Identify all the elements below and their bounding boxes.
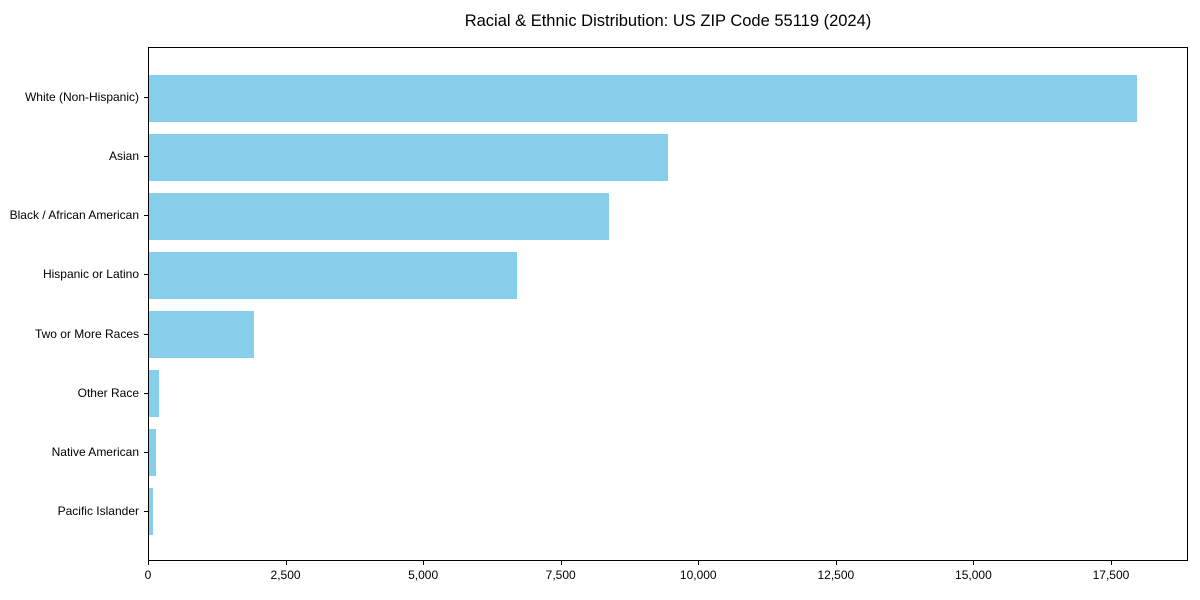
x-axis-tick-label: 15,000 [955,568,992,582]
y-axis-label: Native American [51,444,139,459]
y-tick-mark [144,392,148,394]
bar [149,310,255,359]
y-tick-mark [144,274,148,276]
bar [149,133,668,181]
bar [149,488,154,536]
y-tick-mark [144,156,148,158]
y-axis-label: Black / African American [9,208,139,223]
x-tick-mark [973,561,975,565]
x-axis-tick-label: 0 [144,568,152,582]
x-axis-tick-label: 7,500 [545,568,576,582]
y-axis-label: Two or More Races [34,326,139,341]
plot-area [148,47,1188,561]
x-axis-tick-label: 12,500 [817,568,855,582]
y-tick-mark [144,215,148,217]
y-axis-label: Pacific Islander [57,503,139,518]
y-tick-mark [144,510,148,512]
x-tick-mark [285,561,287,565]
bar [149,192,610,240]
y-tick-mark [144,451,148,453]
y-axis-label: Hispanic or Latino [42,267,139,282]
x-axis-tick-label: 2,500 [270,568,301,582]
y-axis-label: White (Non-Hispanic) [24,90,139,105]
x-tick-mark [1110,561,1112,565]
y-tick-mark [144,97,148,99]
bar [149,74,1137,122]
bar [149,251,518,300]
x-tick-mark [698,561,700,565]
bar [149,369,159,418]
x-tick-mark [423,561,425,565]
x-axis-tick-label: 5,000 [408,568,439,582]
chart-title: Racial & Ethnic Distribution: US ZIP Cod… [464,12,872,30]
x-tick-mark [560,561,562,565]
y-axis-label: Other Race [77,385,139,400]
y-axis-label: Asian [108,149,139,164]
y-tick-mark [144,333,148,335]
x-tick-mark [835,561,837,565]
x-axis-tick-label: 10,000 [679,568,717,582]
x-axis-tick-label: 17,500 [1092,568,1130,582]
bar [149,429,157,477]
x-tick-mark [148,561,149,565]
